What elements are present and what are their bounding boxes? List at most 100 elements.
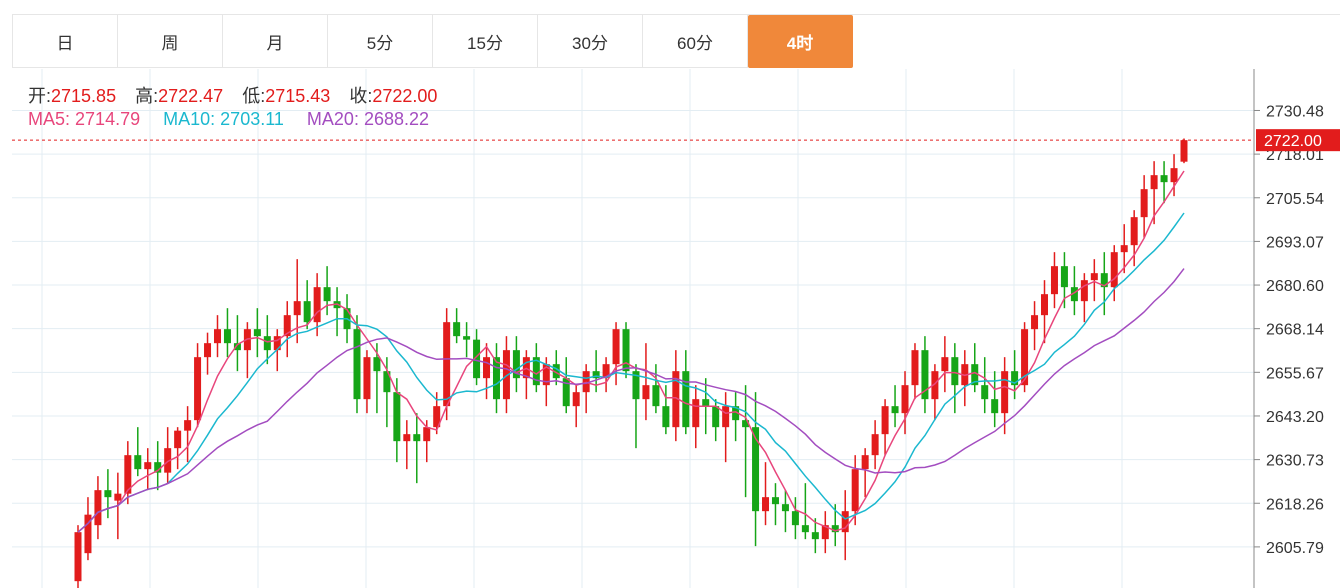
tab-60min[interactable]: 60分 bbox=[643, 15, 748, 68]
tab-week[interactable]: 周 bbox=[118, 15, 223, 68]
tab-label: 月 bbox=[266, 33, 284, 53]
candle-body bbox=[283, 315, 291, 337]
candle-body bbox=[851, 469, 859, 512]
ma5-readout: MA5: 2714.79 bbox=[28, 109, 140, 129]
high-value: 2722.47 bbox=[158, 86, 224, 106]
candle-body bbox=[1021, 329, 1029, 386]
candle-body bbox=[732, 406, 740, 421]
candle-body bbox=[1070, 287, 1078, 302]
ma5-value: 2714.79 bbox=[75, 109, 141, 129]
current-price-badge bbox=[1256, 129, 1340, 152]
candle-body bbox=[781, 504, 789, 512]
candle-body bbox=[871, 434, 879, 456]
y-tick-label: 2618.26 bbox=[1266, 496, 1324, 513]
candle-body bbox=[423, 427, 431, 442]
candle-body bbox=[991, 399, 999, 414]
candle-body bbox=[921, 350, 929, 400]
ma10-value: 2703.11 bbox=[220, 109, 284, 129]
candle-body bbox=[433, 406, 441, 428]
candle-body bbox=[84, 514, 92, 554]
candle-body bbox=[712, 406, 720, 428]
candle-body bbox=[223, 329, 231, 344]
candle-body bbox=[353, 329, 361, 400]
candle-body bbox=[393, 392, 401, 442]
candle-body bbox=[801, 525, 809, 533]
candle-body bbox=[891, 406, 899, 414]
candle-body bbox=[154, 462, 162, 473]
y-tick-label: 2668.14 bbox=[1266, 322, 1324, 339]
candle-body bbox=[403, 434, 411, 442]
candle-body bbox=[1160, 175, 1168, 183]
candle-body bbox=[1001, 371, 1009, 414]
candle-body bbox=[363, 357, 371, 400]
candle-body bbox=[542, 364, 550, 386]
y-tick-label: 2655.67 bbox=[1266, 365, 1324, 382]
candle-body bbox=[642, 385, 650, 400]
candle-body bbox=[104, 490, 112, 498]
candle-body bbox=[313, 287, 321, 323]
candle-body bbox=[742, 420, 750, 428]
candle-body bbox=[124, 455, 132, 494]
ma20-readout: MA20: 2688.22 bbox=[307, 109, 429, 129]
candle-body bbox=[672, 371, 680, 428]
candle-body bbox=[901, 385, 909, 414]
y-tick-label: 2718.01 bbox=[1266, 147, 1324, 164]
y-tick-label: 2643.20 bbox=[1266, 409, 1324, 426]
current-price-label: 2722.00 bbox=[1264, 133, 1322, 150]
y-tick-label: 2693.07 bbox=[1266, 234, 1324, 251]
ohlc-readout: 开:2715.85 高:2722.47 低:2715.43 收:2722.00 bbox=[28, 82, 451, 108]
ma5-label: MA5: bbox=[28, 109, 71, 129]
tab-5min[interactable]: 5分 bbox=[328, 15, 433, 68]
candle-body bbox=[263, 336, 271, 351]
candle-body bbox=[194, 357, 202, 421]
candle-body bbox=[114, 493, 122, 501]
candle-body bbox=[174, 430, 182, 449]
candle-body bbox=[722, 406, 730, 428]
candle-body bbox=[831, 525, 839, 533]
candle-body bbox=[552, 364, 560, 379]
ma20-label: MA20: bbox=[306, 109, 359, 129]
candle-body bbox=[602, 364, 610, 379]
candle-body bbox=[1110, 252, 1118, 288]
tab-day[interactable]: 日 bbox=[13, 15, 118, 68]
candle-body bbox=[911, 350, 919, 386]
tab-month[interactable]: 月 bbox=[223, 15, 328, 68]
tab-4hour[interactable]: 4时 bbox=[748, 15, 853, 68]
candle-body bbox=[1031, 315, 1039, 330]
open-value: 2715.85 bbox=[51, 86, 117, 106]
candle-body bbox=[383, 371, 391, 393]
candle-body bbox=[233, 343, 241, 351]
close-label: 收: bbox=[349, 86, 373, 106]
candle-body bbox=[592, 371, 600, 379]
candle-body bbox=[184, 420, 192, 431]
candle-body bbox=[253, 329, 261, 337]
candle-body bbox=[1130, 217, 1138, 246]
open-label: 开: bbox=[28, 86, 52, 106]
candle-body bbox=[164, 448, 172, 473]
tab-15min[interactable]: 15分 bbox=[433, 15, 538, 68]
tab-30min[interactable]: 30分 bbox=[538, 15, 643, 68]
tab-label: 日 bbox=[56, 33, 74, 53]
candle-body bbox=[981, 385, 989, 400]
candle-body bbox=[951, 357, 959, 386]
y-tick-label: 2630.73 bbox=[1266, 453, 1324, 470]
ma10-readout: MA10: 2703.11 bbox=[163, 109, 284, 129]
candle-body bbox=[1170, 168, 1178, 183]
candle-body bbox=[572, 392, 580, 407]
candle-body bbox=[791, 511, 799, 526]
candle-body bbox=[841, 511, 849, 533]
candle-body bbox=[971, 364, 979, 386]
candle-body bbox=[413, 434, 421, 442]
candle-body bbox=[1120, 245, 1128, 253]
y-tick-label: 2680.60 bbox=[1266, 278, 1324, 295]
candle-body bbox=[74, 532, 82, 582]
candle-body bbox=[94, 490, 102, 526]
candle-body bbox=[134, 455, 142, 470]
candle-body bbox=[811, 532, 819, 540]
candle-body bbox=[213, 329, 221, 344]
candle-body bbox=[144, 462, 152, 470]
candle-body bbox=[1150, 175, 1158, 190]
candle-body bbox=[303, 301, 311, 323]
candle-body bbox=[702, 399, 710, 407]
